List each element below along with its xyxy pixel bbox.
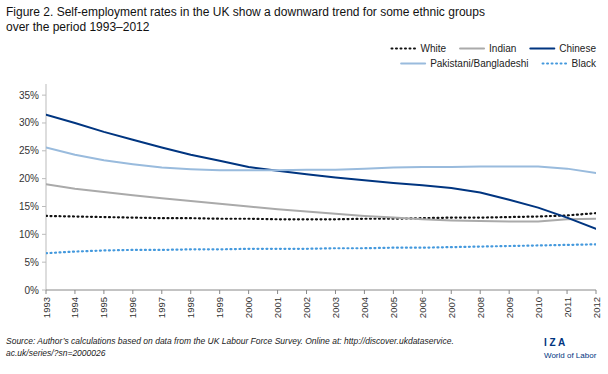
- y-tick-label: 10%: [19, 229, 39, 240]
- legend-row: Pakistani/Bangladeshi Black: [401, 58, 597, 69]
- x-tick: [393, 290, 394, 294]
- x-tick: [277, 290, 278, 294]
- x-tick-label: 2001: [272, 297, 283, 318]
- y-tick-label: 20%: [19, 173, 39, 184]
- x-tick: [132, 290, 133, 294]
- legend-swatch: [530, 48, 554, 50]
- x-tick: [219, 290, 220, 294]
- background: [0, 0, 608, 374]
- x-tick: [46, 290, 47, 294]
- y-tick: [42, 234, 46, 235]
- y-tick-label: 35%: [19, 90, 39, 101]
- x-tick-label: 2007: [446, 297, 457, 318]
- x-tick-label: 2009: [504, 297, 515, 318]
- x-tick-label: 1994: [69, 297, 80, 318]
- y-tick-label: 30%: [19, 117, 39, 128]
- y-tick: [42, 206, 46, 207]
- x-tick: [538, 290, 539, 294]
- y-tick: [42, 150, 46, 151]
- x-tick-label: 1993: [41, 297, 52, 318]
- x-tick: [74, 290, 75, 294]
- series-line: [46, 184, 596, 221]
- logo: I Z A: [544, 337, 565, 348]
- y-tick: [42, 95, 46, 96]
- legend-label: Indian: [489, 43, 516, 54]
- y-tick-label: 5%: [25, 257, 40, 268]
- legend-swatch: [391, 48, 415, 50]
- x-tick: [451, 290, 452, 294]
- x-tick-label: 2008: [475, 297, 486, 318]
- y-tick-label: 15%: [19, 201, 39, 212]
- legend-label: Black: [572, 58, 597, 69]
- x-tick-label: 1996: [127, 297, 138, 318]
- x-tick: [306, 290, 307, 294]
- y-tick: [42, 262, 46, 263]
- source-note: ac.uk/series/?sn=2000026: [6, 348, 106, 358]
- x-tick: [103, 290, 104, 294]
- plot-lines: [46, 115, 596, 254]
- source-note: Source: Author’s calculations based on d…: [6, 336, 454, 346]
- x-tick-label: 2002: [301, 297, 312, 318]
- x-axis-line: [46, 290, 596, 291]
- legend-swatch: [401, 63, 425, 65]
- x-tick: [567, 290, 568, 294]
- x-tick: [364, 290, 365, 294]
- y-tick-label: 0%: [25, 285, 40, 296]
- legend-row: White Indian Chinese: [391, 43, 596, 54]
- y-tick-label: 25%: [19, 145, 39, 156]
- x-tick-label: 2005: [388, 297, 399, 318]
- legend-label: Pakistani/Bangladeshi: [430, 58, 528, 69]
- x-tick-label: 2011: [562, 297, 573, 317]
- series-line: [46, 115, 596, 229]
- legend-swatch: [543, 63, 567, 65]
- x-tick-label: 2003: [330, 297, 341, 318]
- series-line: [46, 213, 596, 219]
- x-tick-label: 1999: [214, 297, 225, 318]
- x-tick-label: 2004: [359, 297, 370, 318]
- legend-swatch: [460, 48, 484, 50]
- legend-label: White: [420, 43, 446, 54]
- series-line: [46, 147, 596, 173]
- x-tick: [190, 290, 191, 294]
- x-tick: [335, 290, 336, 294]
- legend-label: Chinese: [559, 43, 596, 54]
- x-tick: [596, 290, 597, 294]
- y-tick: [42, 122, 46, 123]
- x-tick: [509, 290, 510, 294]
- x-tick: [480, 290, 481, 294]
- x-tick-label: 2006: [417, 297, 428, 318]
- x-tick-label: 1998: [185, 297, 196, 318]
- x-tick-label: 1997: [156, 297, 167, 318]
- x-tick-label: 2000: [243, 297, 254, 318]
- x-tick: [248, 290, 249, 294]
- x-tick-label: 2010: [533, 297, 544, 318]
- title: over the period 1993–2012: [6, 20, 150, 34]
- x-tick: [161, 290, 162, 294]
- y-tick: [42, 290, 46, 291]
- title: Figure 2. Self-employment rates in the U…: [6, 5, 485, 19]
- y-tick: [42, 178, 46, 179]
- series-line: [46, 244, 596, 253]
- chart: Figure 2. Self-employment rates in the U…: [0, 0, 608, 374]
- x-tick-label: 2012: [591, 297, 602, 318]
- x-tick-label: 1995: [98, 297, 109, 318]
- x-tick: [422, 290, 423, 294]
- logo-subtitle: World of Labor: [544, 351, 597, 360]
